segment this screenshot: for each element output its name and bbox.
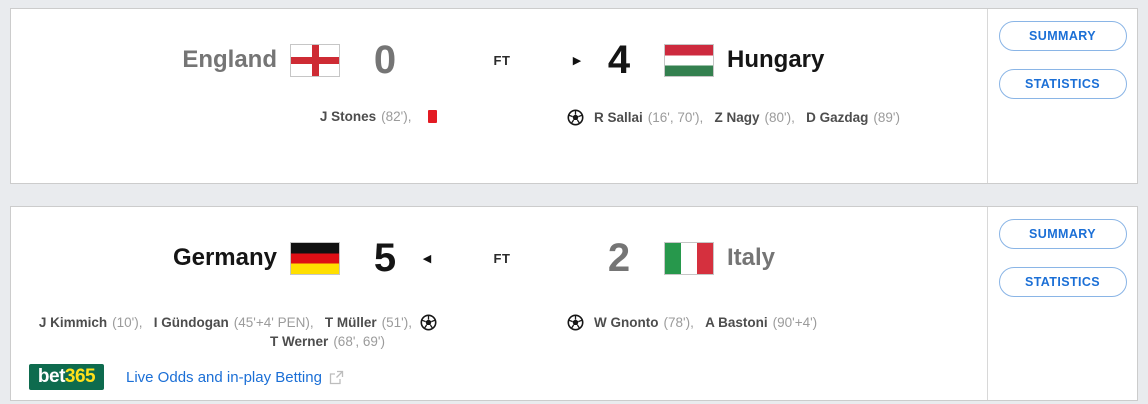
red-card-icon [428, 110, 437, 123]
england-flag [290, 43, 340, 77]
away-scorers: R Sallai (16', 70') Z Nagy (80') D Gazdag (… [594, 110, 900, 125]
home-score: 5 [373, 236, 397, 280]
live-odds-link-label: Live Odds and in-play Betting [126, 368, 322, 386]
events-row: J Kimmich (10') I Gündogan (45'+4' PEN) T … [17, 314, 987, 349]
statistics-button[interactable]: STATISTICS [998, 267, 1127, 297]
scorer-name: A Bastoni [705, 315, 768, 330]
home-events: J Kimmich (10') I Gündogan (45'+4' PEN) T … [17, 314, 437, 349]
actions-panel: SUMMARY STATISTICS [987, 207, 1137, 400]
actions-panel: SUMMARY STATISTICS [987, 9, 1137, 183]
event-scorer: W Gnonto (78') [594, 315, 701, 330]
event-scorer: Z Nagy (80') [715, 110, 803, 125]
scorer-minutes: (78') [663, 315, 691, 330]
home-team-name: Germany [172, 244, 277, 271]
scorer-name: R Sallai [594, 110, 643, 125]
scorer-name: D Gazdag [806, 110, 869, 125]
scorer-minutes: (68', 69') [333, 334, 385, 349]
soccer-ball-icon [567, 314, 584, 331]
scorer-name: Z Nagy [714, 110, 760, 125]
betting-row: bet 365 Live Odds and in-play Betting [17, 364, 987, 390]
away-score: 2 [607, 236, 631, 280]
away-team-name: Italy [727, 244, 776, 271]
statistics-button[interactable]: STATISTICS [998, 69, 1127, 99]
home-events: J Stones (82') [17, 109, 437, 124]
away-scorers: W Gnonto (78') A Bastoni (90'+4') [594, 315, 817, 330]
scorer-name: W Gnonto [594, 315, 659, 330]
bet365-logo-365: 365 [64, 366, 96, 387]
scorer-minutes: (51') [381, 315, 409, 330]
scorer-minutes: (90'+4') [772, 315, 818, 330]
bet365-logo-bet: bet [37, 366, 66, 387]
scorer-name: J Stones [319, 109, 377, 124]
score-row: England 0 FT ▶ 4 Hungary [17, 38, 987, 82]
hungary-flag [664, 43, 714, 77]
event-scorer: I Gündogan (45'+4' PEN) [154, 315, 321, 330]
away-team: Hungary [651, 43, 987, 77]
winner-arrow-right: ▶ [572, 54, 582, 67]
home-team: England [17, 43, 353, 77]
home-scorers-line1: J Kimmich (10') I Gündogan (45'+4' PEN) T … [39, 314, 437, 331]
match-summary-germany-italy[interactable]: Germany 5 ◀ FT 2 Italy J Kimmich (10') [11, 207, 987, 400]
scorer-minutes: (89') [873, 110, 900, 125]
scorer-minutes: (16', 70') [647, 110, 700, 125]
ft-status: FT [493, 52, 511, 68]
scorer-minutes: (80') [764, 110, 792, 125]
score-row: Germany 5 ◀ FT 2 Italy [17, 236, 987, 280]
away-team: Italy [651, 241, 987, 275]
away-events: W Gnonto (78') A Bastoni (90'+4') [567, 314, 987, 331]
scorer-name: I Gündogan [153, 315, 229, 330]
away-team-name: Hungary [727, 46, 825, 73]
match-card-germany-italy: Germany 5 ◀ FT 2 Italy J Kimmich (10') [10, 206, 1138, 401]
event-scorer: R Sallai (16', 70') [594, 110, 711, 125]
away-events: R Sallai (16', 70') Z Nagy (80') D Gazdag (… [567, 109, 987, 126]
match-summary-england-hungary[interactable]: England 0 FT ▶ 4 Hungary J Stones (82') [11, 9, 987, 183]
events-row: J Stones(82') R Sallai(16', 70') Z Nagy( [17, 109, 987, 126]
scorer-minutes: (82') [381, 109, 408, 124]
scorer-name: J Kimmich [38, 315, 108, 330]
ft-status: FT [493, 250, 511, 266]
match-status-block: FT ▶ [417, 53, 587, 68]
event-scorer: T Werner (68', 69') [270, 334, 385, 349]
event-scorer: A Bastoni (90'+4') [705, 315, 817, 330]
scorer-name: T Werner [270, 334, 329, 349]
event-scorer: J Stones (82') [320, 109, 419, 124]
bet365-logo[interactable]: bet 365 [29, 364, 104, 390]
germany-flag [290, 241, 340, 275]
event-scorer: T Müller (51') [325, 315, 412, 330]
external-link-icon [329, 370, 344, 384]
match-status-block: ◀ FT [417, 251, 587, 266]
away-score: 4 [607, 38, 631, 82]
match-card-england-hungary: England 0 FT ▶ 4 Hungary J Stones (82') [10, 8, 1138, 184]
soccer-ball-icon [420, 314, 437, 331]
italy-flag [664, 241, 714, 275]
summary-button[interactable]: SUMMARY [998, 21, 1127, 51]
home-scorers: J Kimmich (10') I Gündogan (45'+4' PEN) T … [39, 314, 437, 349]
home-team-name: England [182, 46, 277, 73]
scorer-minutes: (45'+4' PEN) [233, 315, 310, 330]
home-team: Germany [17, 241, 353, 275]
home-scorers-line2: T Werner (68', 69') [270, 334, 437, 349]
winner-arrow-left: ◀ [422, 252, 432, 265]
live-odds-link[interactable]: Live Odds and in-play Betting [126, 369, 344, 386]
summary-button[interactable]: SUMMARY [998, 219, 1127, 249]
event-scorer: J Kimmich (10') [39, 315, 150, 330]
soccer-ball-icon [567, 109, 584, 126]
scorer-name: T Müller [324, 315, 377, 330]
home-score: 0 [373, 38, 397, 82]
scorer-minutes: (10') [112, 315, 139, 330]
event-scorer: D Gazdag (89') [806, 110, 900, 125]
